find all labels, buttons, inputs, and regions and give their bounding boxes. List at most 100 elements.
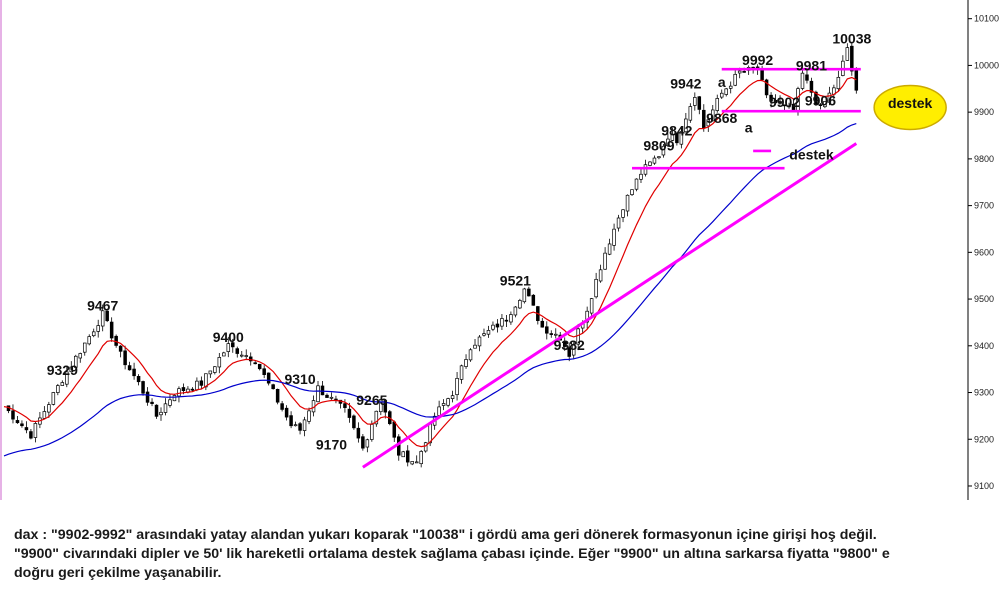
candle-up <box>455 378 459 396</box>
candle-up <box>177 388 181 397</box>
candle-up <box>509 314 513 323</box>
candle-up <box>329 396 334 399</box>
candle-up <box>607 243 612 255</box>
candle-down <box>235 348 240 354</box>
candle-down <box>356 427 361 439</box>
candle-up <box>733 73 737 86</box>
candle-up <box>661 145 666 156</box>
candle-up <box>33 423 38 438</box>
candle-down <box>262 368 266 375</box>
candle-down <box>392 421 397 438</box>
candle-up <box>240 354 244 357</box>
price-tick-label: 9700 <box>974 201 994 211</box>
candle-up <box>603 252 607 270</box>
candle-up <box>612 228 616 246</box>
candle-down <box>545 326 549 334</box>
caption-line-3: doğru geri çekilme yaşanabilir. <box>14 565 222 581</box>
candle-up <box>437 406 441 416</box>
candle-up <box>657 156 661 159</box>
price-annotation: destek <box>888 95 933 111</box>
price-annotation: a <box>745 119 753 135</box>
candle-up <box>486 330 491 335</box>
support-resistance-levels <box>362 67 947 469</box>
candle-down <box>275 388 280 403</box>
candle-up <box>630 189 634 195</box>
candle-up <box>222 352 226 357</box>
candle-up <box>468 349 473 361</box>
candle-up <box>684 118 688 133</box>
annotations: 9329 9467 9400 9310 9265 9170 9521 9382 98099842… <box>47 31 933 453</box>
candle-up <box>464 359 468 367</box>
candle-up <box>693 97 697 106</box>
candle-up <box>410 461 414 465</box>
caption-line-1: dax : "9902-9992" arasındaki yatay aland… <box>14 527 877 543</box>
candle-down <box>123 350 127 366</box>
price-tick-label: 9100 <box>974 481 994 491</box>
candle-up <box>585 310 589 323</box>
candle-up <box>244 355 248 357</box>
price-tick-label: 9500 <box>974 294 994 304</box>
candle-up <box>47 404 51 413</box>
candle-down <box>145 391 150 403</box>
candle-down <box>284 407 289 418</box>
candle-down <box>814 91 818 105</box>
moving-average-50 <box>3 123 857 457</box>
candle-down <box>248 356 253 362</box>
candle-down <box>289 415 293 427</box>
moving-average-10 <box>3 76 857 448</box>
candle-up <box>370 424 374 440</box>
candles <box>6 41 859 468</box>
candle-up <box>724 88 728 95</box>
candle-down <box>253 362 257 365</box>
price-axis: 9100 9200 9300 9400 9500 9600 9700 9800 9900 1000… <box>968 14 999 491</box>
candle-down <box>702 109 706 128</box>
candle-up <box>60 382 65 386</box>
candle-down <box>141 381 145 394</box>
candle-down <box>136 376 141 383</box>
candle-down <box>154 404 159 417</box>
support-highlight-ellipse <box>873 84 947 131</box>
candle-up <box>69 366 74 373</box>
candle-down <box>760 69 764 81</box>
candle-up <box>711 109 715 122</box>
candle-down <box>320 385 325 396</box>
price-tick-label: 10100 <box>974 14 999 24</box>
candle-down <box>549 333 554 335</box>
candle-up <box>594 278 598 298</box>
candle-up <box>518 300 522 309</box>
candle-up <box>163 403 168 413</box>
price-annotation: 9842 <box>661 122 692 138</box>
candle-up <box>172 395 177 402</box>
candle-down <box>109 321 114 339</box>
candle-up <box>836 76 841 90</box>
dax-candlestick-chart: 9100 9200 9300 9400 9500 9600 9700 9800 9900 1000… <box>0 0 999 500</box>
candle-up <box>800 72 805 89</box>
candle-up <box>666 138 670 147</box>
candle-down <box>562 341 567 347</box>
candle-up <box>459 365 464 380</box>
candle-up <box>473 344 477 349</box>
candle-down <box>805 74 809 81</box>
candle-up <box>423 442 428 452</box>
candle-up <box>589 298 594 314</box>
candle-down <box>11 410 15 420</box>
candle-up <box>621 209 625 218</box>
candle-down <box>782 104 787 107</box>
candle-up <box>379 399 383 413</box>
candle-down <box>280 403 284 410</box>
candle-up <box>477 336 482 347</box>
candle-down <box>504 319 509 322</box>
candle-up <box>302 419 307 431</box>
candle-down <box>343 403 347 408</box>
price-annotation: 9521 <box>500 272 531 288</box>
candle-down <box>383 400 388 413</box>
candle-up <box>652 157 657 164</box>
price-annotation: 9902 <box>769 94 800 110</box>
price-annotation: 9265 <box>356 392 387 408</box>
candle-up <box>648 161 652 166</box>
moving-averages <box>3 76 857 457</box>
candle-up <box>213 366 217 373</box>
candle-up <box>679 131 684 145</box>
candle-up <box>42 411 47 419</box>
candle-up <box>91 331 96 337</box>
